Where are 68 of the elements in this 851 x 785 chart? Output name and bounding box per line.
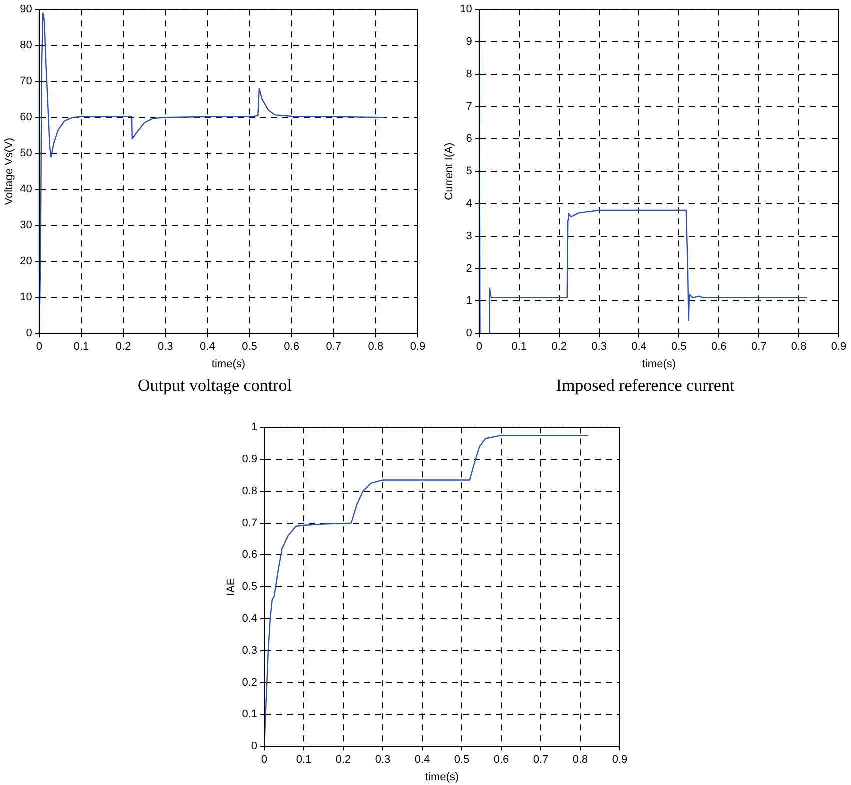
y-tick-label: 6 — [466, 133, 472, 146]
x-tick-label: 0.9 — [831, 341, 847, 354]
text: Imposed reference current — [555, 376, 736, 396]
y-tick-label: 0.9 — [242, 454, 258, 466]
y-tick-label: 0.1 — [242, 708, 258, 721]
y-axis-title: Current I(A) — [444, 142, 456, 200]
x-tick-label: 0.7 — [326, 341, 342, 354]
x-tick-label: 0 — [476, 341, 482, 354]
y-axis-title: Voltage Vs(V) — [4, 138, 16, 206]
x-tick-label: 0.2 — [116, 341, 132, 354]
x-tick-label: 0.9 — [612, 754, 628, 766]
y-tick-label: 10 — [460, 4, 472, 16]
y-tick-label: 2 — [466, 262, 472, 275]
y-axis-title: IAE — [226, 578, 238, 596]
y-tick-label: 7 — [466, 100, 472, 113]
y-tick-label: 0 — [251, 740, 258, 753]
y-tick-label: 9 — [466, 36, 472, 48]
x-axis-title: time(s) — [212, 358, 246, 370]
y-tick-label: 50 — [20, 148, 32, 160]
x-tick-label: 0.6 — [711, 341, 727, 354]
x-tick-label: 0.1 — [512, 341, 528, 354]
y-tick-label: 4 — [466, 198, 472, 210]
x-tick-label: 0.5 — [672, 341, 687, 354]
y-tick-label: 20 — [20, 256, 32, 268]
y-tick-label: 0.4 — [242, 613, 258, 626]
x-tick-label: 0 — [36, 341, 42, 354]
y-tick-label: 0.3 — [242, 644, 258, 657]
y-tick-label: 90 — [20, 4, 32, 16]
y-tick-label: 3 — [466, 230, 472, 242]
x-tick-label: 0.3 — [375, 754, 391, 766]
x-tick-label: 0.1 — [296, 754, 312, 766]
x-tick-label: 0.3 — [158, 341, 174, 354]
y-tick-label: 30 — [20, 220, 32, 232]
x-tick-label: 0.8 — [572, 754, 588, 766]
x-tick-label: 0.4 — [200, 341, 216, 354]
x-axis-title: time(s) — [425, 771, 460, 784]
y-tick-label: 0.8 — [242, 485, 258, 498]
x-tick-label: 0.7 — [751, 341, 767, 354]
y-tick-label: 0 — [466, 328, 472, 340]
y-tick-label: 80 — [20, 40, 32, 52]
y-tick-label: 60 — [20, 112, 32, 124]
y-tick-label: 70 — [20, 76, 32, 88]
x-tick-label: 0.2 — [552, 341, 567, 354]
y-tick-label: 40 — [20, 184, 32, 196]
y-tick-label: 8 — [466, 68, 472, 80]
y-tick-label: 10 — [20, 292, 32, 304]
x-axis-title: time(s) — [642, 358, 676, 370]
y-tick-label: 0.5 — [242, 581, 258, 594]
y-tick-label: 5 — [466, 166, 472, 178]
x-tick-label: 0.8 — [791, 341, 807, 354]
x-tick-label: 0.8 — [368, 341, 384, 354]
x-tick-label: 0.9 — [410, 341, 426, 354]
x-tick-label: 0.4 — [414, 754, 430, 766]
x-tick-label: 0.3 — [592, 341, 607, 354]
y-tick-label: 1 — [466, 295, 472, 308]
y-tick-label: 0.2 — [242, 676, 258, 689]
x-tick-label: 0.6 — [284, 341, 300, 354]
x-tick-label: 0.6 — [494, 754, 510, 766]
y-tick-label: 0.6 — [242, 549, 258, 562]
x-tick-label: 0 — [261, 754, 268, 766]
y-tick-label: 0.7 — [242, 517, 258, 530]
x-tick-label: 0.7 — [533, 754, 549, 766]
x-tick-label: 0.2 — [336, 754, 352, 766]
y-tick-label: 0 — [26, 328, 32, 340]
x-tick-label: 0.1 — [74, 341, 90, 354]
y-tick-label: 1 — [251, 422, 258, 434]
text: Output voltage control — [137, 376, 293, 396]
x-tick-label: 0.4 — [632, 341, 647, 354]
